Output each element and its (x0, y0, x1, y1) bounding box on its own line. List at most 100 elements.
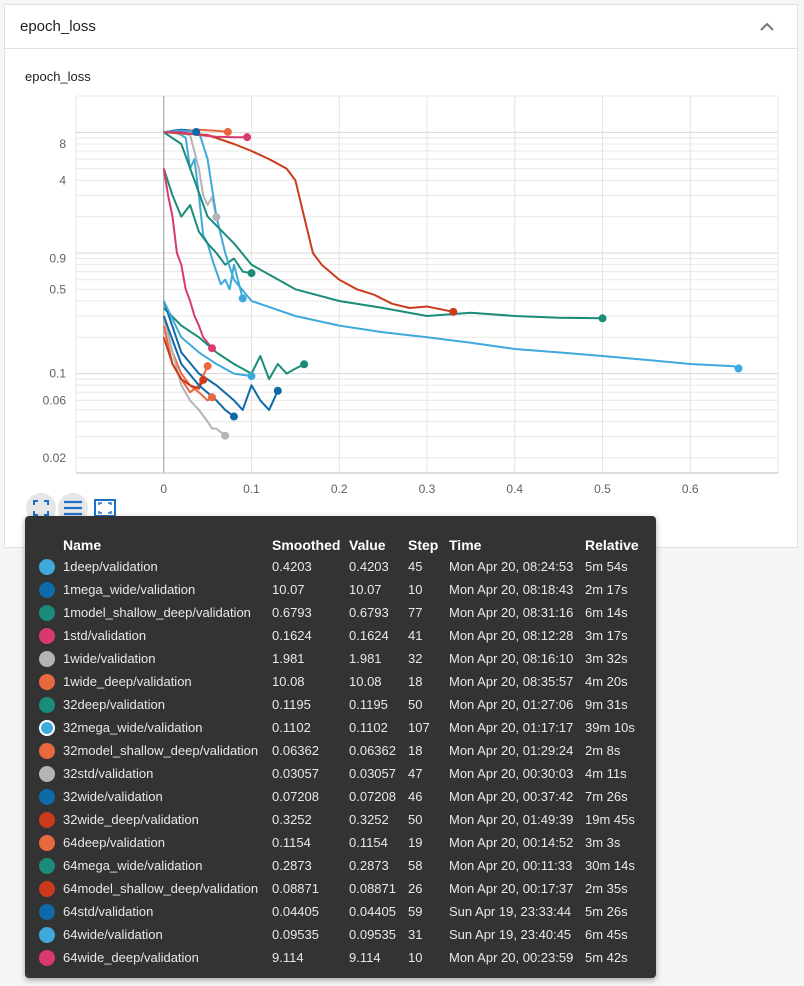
tooltip-cell-step: 18 (408, 743, 423, 758)
tooltip-row: 1wide/validation 1.981 1.981 32 Mon Apr 20, … (33, 647, 645, 670)
tooltip-cell-smoothed: 0.06362 (272, 743, 319, 758)
series-end-marker (212, 213, 221, 222)
tooltip-cell-relative: 5m 26s (585, 904, 628, 919)
tooltip-header-smoothed: Smoothed (272, 536, 341, 553)
series-end-marker (208, 344, 217, 353)
tooltip-header-relative: Relative (585, 536, 639, 553)
tooltip-header-time: Time (449, 536, 482, 553)
tooltip-cell-smoothed: 0.1154 (272, 835, 311, 850)
tooltip-cell-smoothed: 0.6793 (272, 605, 312, 620)
series-line (162, 315, 226, 437)
tooltip-color-cell (33, 762, 63, 785)
tooltip-color-cell (33, 923, 63, 946)
tooltip-cell-smoothed: 0.03057 (272, 766, 319, 781)
series-color-dot (39, 673, 55, 690)
tooltip-row: 32mega_wide/validation 0.1102 0.1102 107 Mon… (33, 716, 645, 739)
tooltip-header-step: Step (408, 536, 439, 553)
tooltip-cell-relative: 39m 10s (585, 720, 635, 735)
tooltip-cell-value: 0.4203 (349, 559, 389, 574)
series-end-marker (203, 362, 212, 371)
tooltip-cell-time: Mon Apr 20, 00:23:59 (449, 950, 574, 965)
card-title: epoch_loss (20, 18, 96, 35)
tooltip-cell-step: 31 (408, 927, 423, 942)
series-line (163, 131, 603, 320)
tooltip-header-color (33, 534, 63, 555)
tooltip-color-cell (33, 624, 63, 647)
tooltip-row: 64wide/validation 0.09535 0.09535 31 Sun Apr… (33, 923, 645, 946)
tooltip-cell-value: 1.981 (349, 651, 382, 666)
series-end-marker (300, 360, 309, 369)
series-end-marker (192, 127, 201, 136)
tooltip-row: 32wide/validation 0.07208 0.07208 46 Mon Apr… (33, 785, 645, 808)
series-color-dot (39, 696, 55, 713)
chart-title: epoch_loss (25, 69, 91, 84)
tooltip-color-cell (33, 877, 63, 900)
tooltip-cell-time: Mon Apr 20, 08:16:10 (449, 651, 574, 666)
tooltip-color-cell (33, 854, 63, 877)
tooltip-cell-value: 9.114 (349, 950, 381, 965)
tooltip-cell-smoothed: 0.07208 (272, 789, 319, 804)
x-tick-label: 0.1 (243, 482, 260, 496)
tooltip-cell-relative: 4m 11s (585, 766, 627, 781)
tooltip-cell-relative: 6m 45s (585, 927, 628, 942)
tooltip-cell-time: Mon Apr 20, 01:29:24 (449, 743, 574, 758)
series-line (163, 129, 739, 370)
tooltip-cell-time: Mon Apr 20, 00:11:33 (449, 858, 573, 873)
tooltip-color-cell (33, 693, 63, 716)
tooltip-cell-relative: 5m 42s (585, 950, 628, 965)
series-color-dot (39, 627, 55, 644)
tooltip-header-name: Name (63, 536, 102, 553)
tooltip-cell-time: Mon Apr 20, 01:27:06 (449, 697, 574, 712)
tooltip-cell-smoothed: 0.3252 (272, 812, 312, 827)
tooltip-cell-step: 19 (408, 835, 423, 850)
tooltip-cell-name: 32model_shallow_deep/validation (63, 743, 259, 758)
tooltip-cell-time: Sun Apr 19, 23:40:45 (449, 927, 572, 942)
tooltip-cell-smoothed: 0.04405 (272, 904, 319, 919)
series-end-marker (247, 269, 256, 278)
series-color-dot (39, 581, 55, 598)
series-end-marker (199, 375, 208, 384)
y-tick-label: 0.9 (49, 251, 66, 265)
tooltip-color-cell (33, 831, 63, 854)
tooltip-cell-name: 1deep/validation (63, 559, 158, 574)
tooltip-cell-time: Mon Apr 20, 00:14:52 (449, 835, 574, 850)
y-tick-label: 0.5 (49, 282, 66, 296)
tooltip-cell-step: 58 (408, 858, 423, 873)
tooltip-cell-relative: 6m 14s (585, 605, 628, 620)
line-chart[interactable]: 0 0.1 0.2 0.3 0.4 0.5 0.6 0.02 0.06 0.1 0.5 0.9 4 8 (0, 0, 804, 520)
tooltip-header-value: Value (349, 536, 386, 553)
tooltip-cell-relative: 3m 3s (585, 835, 621, 850)
tooltip-cell-step: 10 (408, 950, 423, 965)
y-tick-label: 4 (59, 173, 66, 187)
tooltip-cell-smoothed: 9.114 (272, 950, 304, 965)
chart-tooltip: Name Smoothed Value Step Time Relative 1… (25, 516, 656, 978)
series-color-dot (39, 834, 55, 851)
tooltip-cell-smoothed: 1.981 (272, 651, 305, 666)
tooltip-cell-value: 0.1154 (349, 835, 388, 850)
series-line (162, 300, 279, 411)
tooltip-cell-smoothed: 10.08 (272, 674, 305, 689)
y-tick-label: 0.1 (49, 367, 66, 381)
tooltip-cell-smoothed: 0.08871 (272, 881, 319, 896)
series-line (163, 131, 248, 139)
series-end-marker (229, 412, 238, 421)
chevron-up-icon[interactable] (757, 17, 777, 37)
tooltip-color-cell (33, 555, 63, 578)
tooltip-row: 32deep/validation 0.1195 0.1195 50 Mon Apr 2… (33, 693, 645, 716)
tooltip-cell-time: Mon Apr 20, 08:35:57 (449, 674, 574, 689)
tooltip-cell-name: 1wide/validation (63, 651, 156, 666)
series-end-marker (598, 314, 607, 323)
series-line (162, 168, 213, 349)
tooltip-color-cell (33, 578, 63, 601)
tooltip-cell-value: 0.1624 (349, 628, 389, 643)
tooltip-color-cell (33, 670, 63, 693)
series-color-dot (39, 788, 55, 805)
tooltip-cell-value: 0.09535 (349, 927, 396, 942)
tooltip-cell-step: 47 (408, 766, 423, 781)
tooltip-row: 32model_shallow_deep/validation 0.06362 0.… (33, 739, 645, 762)
tooltip-cell-relative: 3m 17s (585, 628, 628, 643)
series-color-dot (39, 857, 55, 874)
tooltip-cell-time: Mon Apr 20, 00:30:03 (449, 766, 574, 781)
card-header[interactable]: epoch_loss (5, 5, 797, 49)
series-line (162, 168, 252, 275)
